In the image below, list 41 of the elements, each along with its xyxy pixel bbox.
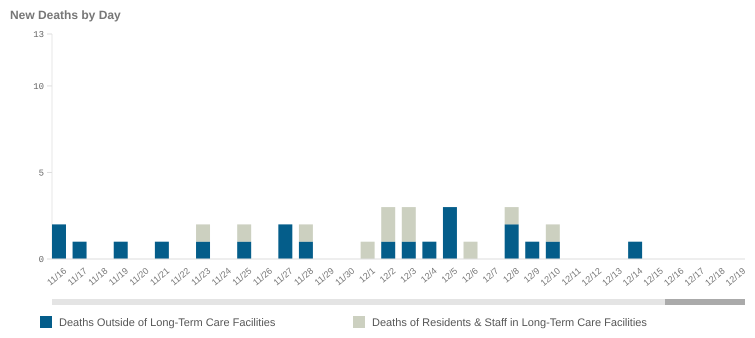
- bar: [196, 242, 210, 259]
- bar: [628, 242, 642, 259]
- x-tick-label: 12/1: [357, 266, 377, 285]
- bar: [298, 242, 313, 259]
- bar: [381, 242, 396, 259]
- bar: [504, 207, 519, 224]
- y-tick-label: 0: [38, 255, 44, 266]
- y-tick-label: 13: [33, 30, 44, 40]
- y-tick-label: 5: [38, 168, 44, 179]
- x-tick-label: 12/6: [460, 266, 480, 285]
- bar: [525, 242, 540, 259]
- x-tick-label: 12/9: [522, 266, 542, 285]
- bar: [381, 207, 396, 242]
- legend-label: Deaths Outside of Long-Term Care Facilities: [59, 316, 276, 329]
- x-tick-label: 12/3: [398, 266, 418, 285]
- legend-label: Deaths of Residents & Staff in Long-Term Care Facilities: [372, 316, 648, 329]
- bar: [402, 242, 416, 259]
- x-tick-label: 12/5: [439, 266, 460, 285]
- bar: [504, 224, 519, 259]
- x-tick-label: 12/8: [501, 266, 522, 285]
- bar: [402, 207, 416, 242]
- bar: [546, 242, 560, 259]
- bar: [72, 242, 87, 259]
- bar: [442, 207, 457, 259]
- bar: [52, 224, 66, 259]
- bar: [278, 224, 292, 259]
- bar: [360, 242, 375, 259]
- y-tick-label: 10: [33, 82, 44, 92]
- bar: [114, 242, 128, 259]
- x-tick-label: 12/7: [480, 266, 500, 285]
- x-tick-label: 12/4: [418, 266, 439, 285]
- bar: [237, 242, 252, 259]
- bar: [422, 242, 436, 259]
- bar: [464, 242, 478, 259]
- bar: [196, 224, 210, 242]
- bar: [154, 242, 169, 259]
- chart-title: New Deaths by Day: [10, 8, 122, 22]
- bar: [546, 224, 560, 242]
- bar: [298, 224, 313, 242]
- x-tick-label: 12/2: [378, 266, 398, 285]
- bar: [237, 224, 252, 242]
